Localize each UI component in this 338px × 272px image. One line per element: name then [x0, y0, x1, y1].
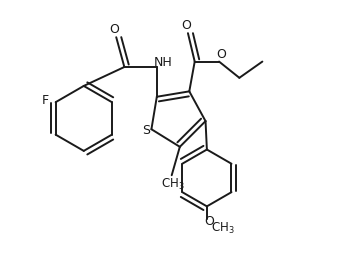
Text: O: O [181, 19, 191, 32]
Text: O: O [216, 48, 226, 61]
Text: O: O [109, 23, 119, 36]
Text: F: F [42, 94, 49, 107]
Text: CH$_3$: CH$_3$ [161, 177, 185, 192]
Text: NH: NH [153, 55, 172, 69]
Text: S: S [143, 124, 150, 137]
Text: O: O [204, 215, 214, 228]
Text: CH$_3$: CH$_3$ [211, 221, 235, 236]
